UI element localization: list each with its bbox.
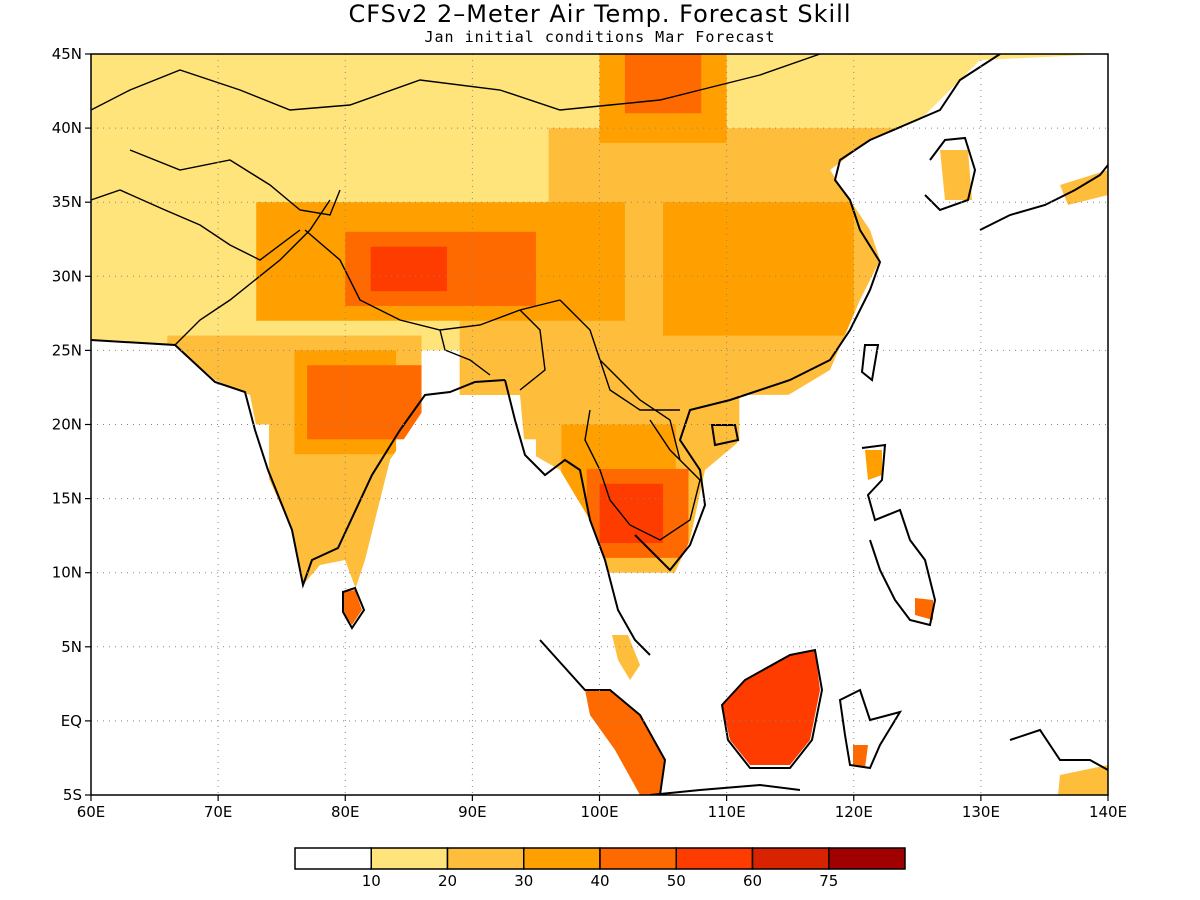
colorbar-label: 50 — [667, 872, 686, 890]
lat-tick-label: 15N — [52, 490, 82, 508]
colorbar-label: 40 — [590, 872, 609, 890]
lat-tick-label: 35N — [52, 193, 82, 211]
sulawesi-coast — [838, 688, 903, 770]
lat-tick-label: 10N — [52, 564, 82, 582]
colorbar-label: 10 — [362, 872, 381, 890]
indochina-coast — [634, 54, 1001, 572]
skill-region — [663, 202, 854, 336]
lat-tick-label: 30N — [52, 267, 82, 285]
sumatra-coast — [539, 639, 667, 795]
bay-of-bengal-east-coast — [504, 379, 651, 656]
philippines-coast — [861, 443, 937, 627]
lon-tick-label: 60E — [77, 803, 106, 821]
mindanao — [915, 598, 933, 620]
sri-lanka-coast — [342, 586, 366, 630]
lon-tick-label: 100E — [580, 803, 618, 821]
colorbar-swatch — [751, 847, 830, 870]
malay-peninsula — [612, 635, 640, 680]
java-coast — [649, 783, 801, 795]
country-borders — [91, 54, 821, 541]
colorbar-swatch — [675, 847, 754, 870]
lon-tick-label: 110E — [708, 803, 746, 821]
lat-tick-label: 5S — [63, 786, 82, 804]
new-guinea-coast — [1009, 728, 1108, 771]
colorbar-swatch — [446, 847, 525, 870]
borneo-coast — [720, 648, 824, 769]
sulawesi — [853, 745, 868, 768]
luzon — [865, 450, 882, 480]
lat-tick-label: EQ — [61, 712, 82, 730]
korea — [940, 150, 972, 200]
map-subtitle: Jan initial conditions Mar Forecast — [424, 28, 776, 46]
korea-coast — [924, 136, 977, 212]
japan-coast — [979, 164, 1108, 231]
axis-labels: 60E 70E 80E 90E 100E 110E 120E 130E 140E 5S EQ 5N 10… — [52, 45, 1127, 821]
colorbar-label: 75 — [819, 872, 838, 890]
colorbar-swatch — [523, 847, 601, 870]
map-title: CFSv2 2–Meter Air Temp. Forecast Skill — [348, 0, 852, 28]
sri-lanka — [343, 590, 362, 625]
colorbar-label: 60 — [743, 872, 762, 890]
lat-tick-label: 20N — [52, 416, 82, 434]
colorbar-swatch — [370, 847, 449, 870]
new-guinea — [1058, 765, 1108, 795]
borneo — [722, 650, 820, 765]
lon-tick-label: 140E — [1089, 803, 1127, 821]
lon-tick-label: 120E — [835, 803, 873, 821]
colorbar: 10 20 30 40 50 60 75 — [294, 847, 906, 890]
lat-tick-label: 45N — [52, 45, 82, 63]
lat-tick-label: 40N — [52, 119, 82, 137]
islands — [343, 150, 1108, 795]
lon-tick-label: 70E — [204, 803, 233, 821]
colorbar-swatch — [294, 847, 372, 870]
lat-tick-label: 25N — [52, 341, 82, 359]
lon-tick-label: 90E — [458, 803, 487, 821]
lon-tick-label: 130E — [962, 803, 1000, 821]
skill-region — [307, 365, 422, 440]
skill-region — [599, 483, 664, 544]
skill-region — [370, 246, 447, 292]
sumatra — [585, 690, 665, 795]
colorbar-label: 30 — [514, 872, 533, 890]
colorbar-swatch — [599, 847, 677, 870]
japan — [1060, 170, 1108, 205]
colorbar-label: 20 — [438, 872, 457, 890]
skill-region — [624, 54, 702, 114]
lon-tick-label: 80E — [331, 803, 360, 821]
taiwan-coast — [860, 344, 880, 382]
colorbar-swatch — [828, 847, 906, 870]
lat-tick-label: 5N — [61, 638, 82, 656]
